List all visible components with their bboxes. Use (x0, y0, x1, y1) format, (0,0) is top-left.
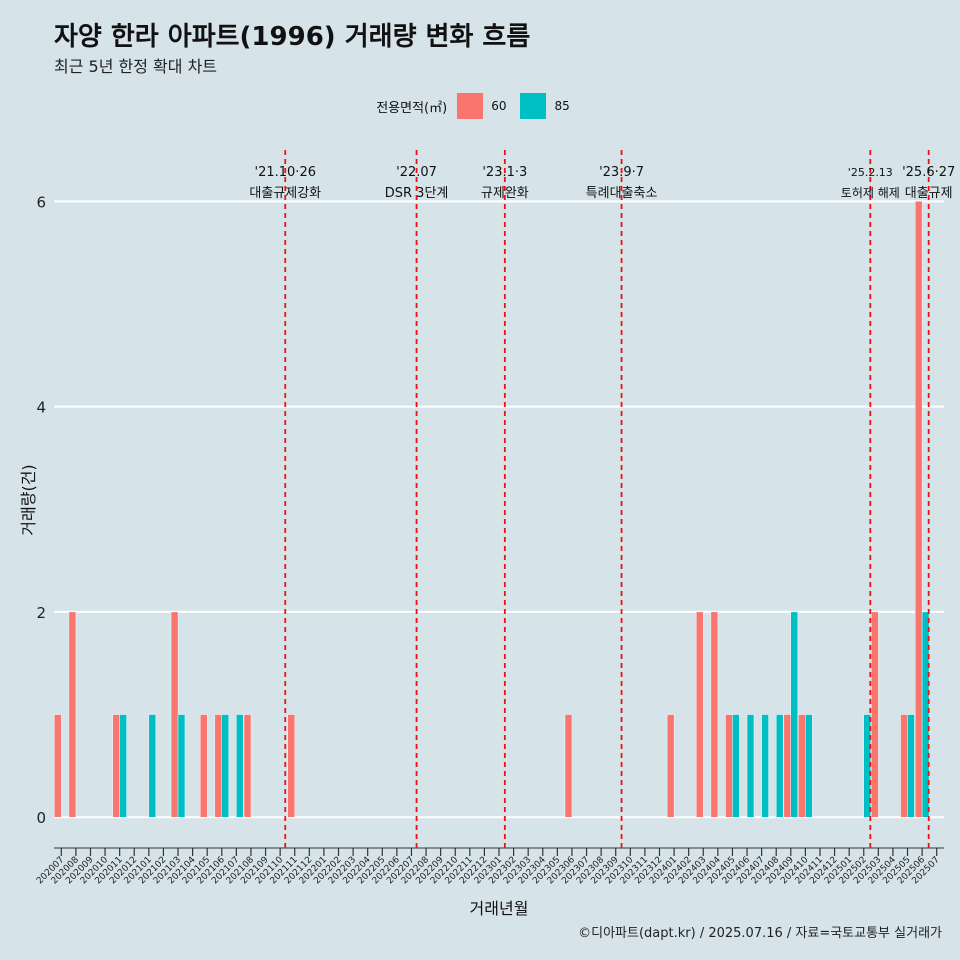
event-date-label: '22.07 (396, 165, 437, 180)
legend-swatch-60 (457, 93, 484, 119)
bar (287, 714, 295, 818)
legend-item-60: 60 (457, 93, 514, 119)
y-tick-label: 4 (36, 399, 46, 417)
event-label: 규제완화 (481, 186, 529, 201)
bar (214, 714, 222, 818)
legend-title: 전용면적(㎡) (376, 100, 448, 116)
y-axis-title: 거래량(건) (19, 464, 38, 535)
bar (921, 611, 930, 818)
bar (725, 714, 733, 818)
y-tick-label: 0 (36, 809, 46, 827)
y-tick-label: 6 (36, 193, 46, 211)
bar (710, 611, 719, 818)
event-label: DSR 3단계 (385, 186, 449, 201)
event-date-label: '25.2.13 (848, 166, 893, 179)
event-label: 대출규제 (905, 186, 953, 201)
bar (900, 714, 908, 818)
bar (746, 714, 755, 818)
event-date-label: '25.6·27 (902, 165, 955, 180)
source-caption: ©디아파트(dapt.kr) / 2025.07.16 / 자료=국토교통부 실… (578, 926, 942, 941)
bar (243, 714, 252, 818)
bar (783, 714, 792, 818)
bar (112, 714, 120, 818)
bar (170, 611, 179, 818)
bar (776, 714, 784, 818)
legend-item-85: 85 (520, 93, 577, 119)
event-label: 토허제 해제 (841, 186, 900, 200)
event-date-label: '21.10·26 (255, 165, 316, 180)
bar (761, 714, 769, 818)
bar (236, 714, 244, 818)
event-label: 대출규제강화 (249, 186, 321, 201)
legend-label-60: 60 (491, 99, 507, 113)
legend-swatch-85 (520, 93, 547, 119)
legend-label-85: 85 (554, 99, 570, 113)
bar (914, 201, 923, 818)
bar (907, 714, 915, 818)
bar (177, 714, 186, 818)
event-date-label: '23.9·7 (599, 165, 644, 180)
bar (696, 611, 704, 818)
bar (68, 611, 77, 818)
event-date-label: '23.1·3 (482, 165, 527, 180)
bar (798, 714, 806, 818)
bar (200, 714, 208, 818)
bar (732, 714, 740, 818)
event-label: 특례대출축소 (586, 186, 658, 201)
bar (666, 714, 675, 818)
bar (790, 611, 798, 818)
chart-title: 자양 한라 아파트(1996) 거래량 변화 흐름 (54, 22, 531, 52)
bar (564, 714, 573, 818)
bar (148, 714, 156, 818)
bar (221, 714, 229, 818)
x-axis-title: 거래년월 (470, 899, 529, 918)
bar (871, 611, 879, 818)
bar (54, 714, 62, 818)
chart-subtitle: 최근 5년 한정 확대 차트 (54, 57, 218, 76)
bar (119, 714, 127, 818)
y-tick-label: 2 (36, 604, 46, 622)
legend: 전용면적(㎡) 60 85 (0, 93, 960, 119)
bar (805, 714, 813, 818)
